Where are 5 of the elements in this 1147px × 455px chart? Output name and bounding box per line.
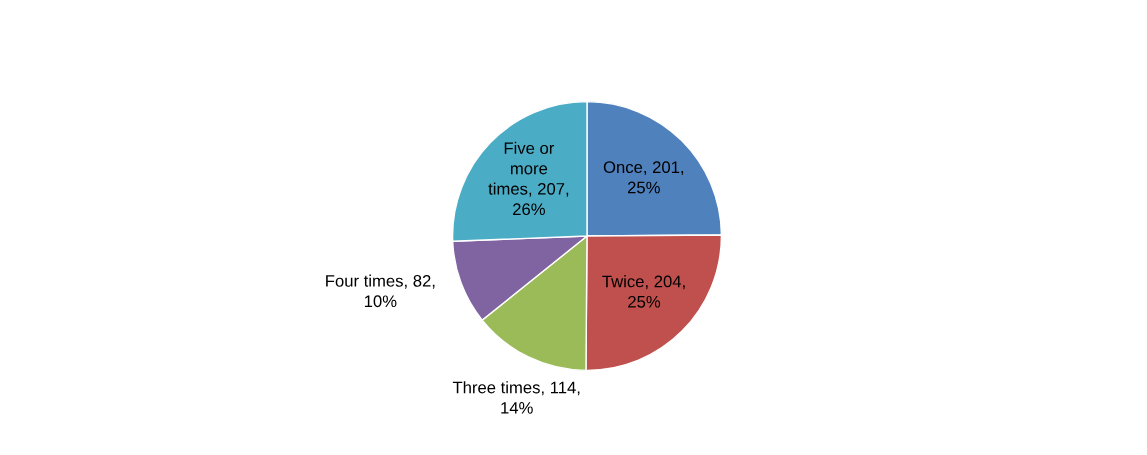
slice-label: Twice, 204, 25%	[602, 275, 685, 308]
slice-label: Once, 201, 25%	[603, 161, 684, 194]
slice-label: Three times, 114, 14%	[452, 381, 580, 414]
slice-label: Four times, 82, 10%	[326, 274, 435, 308]
slice-label: Five or more times, 207, 26%	[488, 141, 569, 216]
